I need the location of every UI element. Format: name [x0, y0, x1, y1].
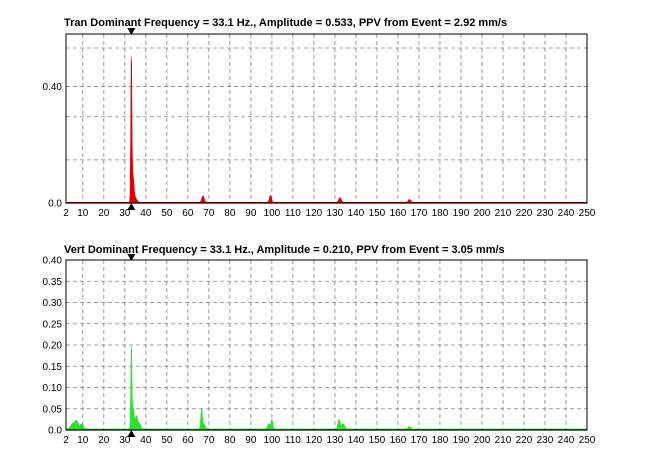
tran-x-tick-label: 220: [516, 208, 533, 219]
vert-y-tick-label: 0.35: [43, 277, 63, 288]
vert-axes: [65, 259, 588, 431]
tran-x-tick-labels: 2 10 20 30 40 50 60 70 80 90 100 110 120 130 140 150 160…: [63, 208, 596, 219]
vert-y-tick-label: 0.40: [43, 256, 63, 267]
vert-y-tick-label: 0.15: [43, 362, 63, 373]
vert-x-tick-label: 160: [390, 435, 407, 446]
vert-x-tick-label: 90: [245, 435, 257, 446]
vert-x-tick-label: 40: [140, 435, 152, 446]
vert-x-tick-label: 210: [495, 435, 512, 446]
vert-x-tick-label: 50: [161, 435, 173, 446]
tran-x-tick-label: 90: [245, 208, 257, 219]
vert-x-tick-label: 170: [411, 435, 428, 446]
tran-axes: [65, 33, 588, 204]
vert-x-tick-label: 80: [224, 435, 236, 446]
vert-x-tick-label: 60: [182, 435, 194, 446]
vert-y-tick-label: 0.10: [43, 383, 63, 394]
tran-x-tick-label: 20: [98, 208, 110, 219]
vert-spectrum-area: [65, 345, 588, 431]
vert-y-tick-labels: 0.0 0.05 0.10 0.15 0.20 0.25 0.30 0.35 0.40: [43, 256, 63, 437]
tran-x-tick-label: 190: [453, 208, 470, 219]
vert-dominant-marker-top-icon: [127, 254, 136, 261]
vert-x-tick-label: 230: [537, 435, 554, 446]
vert-x-tick-label: 220: [516, 435, 533, 446]
vert-chart-title: Vert Dominant Frequency = 33.1 Hz., Ampl…: [64, 244, 505, 256]
tran-series: [65, 56, 588, 204]
vert-dominant-marker-bottom-icon: [127, 430, 136, 437]
tran-dominant-marker-top-icon: [127, 28, 136, 35]
vert-y-tick-label: 0.30: [43, 298, 63, 309]
tran-x-tick-label: 70: [203, 208, 215, 219]
tran-spectrum-area: [65, 56, 588, 204]
tran-plot-frame: [65, 33, 588, 204]
vert-x-tick-label: 150: [369, 435, 386, 446]
tran-x-tick-label: 100: [264, 208, 281, 219]
vert-series: [65, 345, 588, 431]
vert-dominant-markers: [127, 254, 136, 437]
vert-x-tick-label: 30: [119, 435, 131, 446]
tran-x-tick-label: 80: [224, 208, 236, 219]
tran-y-tick-label: 0.0: [48, 199, 62, 210]
vert-y-tick-label: 0.25: [43, 319, 63, 330]
vert-x-tick-label: 250: [579, 435, 596, 446]
vert-x-tick-label: 2: [63, 435, 69, 446]
tran-frequency-chart: Tran Dominant Frequency = 33.1 Hz., Ampl…: [43, 17, 596, 219]
tran-x-tick-label: 10: [77, 208, 89, 219]
tran-chart-title: Tran Dominant Frequency = 33.1 Hz., Ampl…: [64, 17, 507, 29]
tran-x-tick-label: 60: [182, 208, 194, 219]
tran-x-tick-label: 2: [63, 208, 69, 219]
vert-y-tick-label: 0.05: [43, 404, 63, 415]
tran-x-tick-label: 240: [558, 208, 575, 219]
tran-x-tick-label: 110: [285, 208, 301, 219]
vert-x-tick-label: 140: [348, 435, 365, 446]
tran-x-tick-label: 50: [161, 208, 173, 219]
tran-x-tick-label: 170: [411, 208, 428, 219]
tran-x-tick-label: 160: [390, 208, 407, 219]
tran-x-tick-label: 140: [348, 208, 365, 219]
vert-x-tick-label: 240: [558, 435, 575, 446]
tran-dominant-marker-bottom-icon: [127, 203, 136, 210]
vert-x-tick-label: 110: [285, 435, 301, 446]
tran-x-tick-label: 130: [327, 208, 344, 219]
vert-x-tick-label: 130: [327, 435, 344, 446]
vert-x-tick-label: 200: [474, 435, 491, 446]
vert-frequency-chart: Vert Dominant Frequency = 33.1 Hz., Ampl…: [43, 244, 596, 446]
tran-x-tick-label: 120: [306, 208, 323, 219]
tran-y-tick-label: 0.40: [43, 82, 63, 93]
vert-grid: [66, 260, 587, 430]
vert-y-tick-label: 0.20: [43, 341, 63, 352]
tran-x-tick-label: 210: [495, 208, 512, 219]
vert-x-tick-label: 120: [306, 435, 323, 446]
tran-x-tick-label: 30: [119, 208, 131, 219]
tran-dominant-markers: [127, 28, 136, 210]
tran-y-tick-labels: 0.0 0.40: [43, 82, 63, 210]
vert-x-tick-label: 190: [453, 435, 470, 446]
vert-x-tick-label: 10: [77, 435, 89, 446]
vert-x-tick-label: 180: [432, 435, 449, 446]
vert-x-tick-labels: 2 10 20 30 40 50 60 70 80 90 100 110 120 130 140 150 160…: [63, 435, 596, 446]
vert-y-tick-label: 0.0: [48, 426, 62, 437]
vert-x-tick-label: 100: [264, 435, 281, 446]
tran-x-tick-label: 250: [579, 208, 596, 219]
vert-x-tick-label: 20: [98, 435, 110, 446]
tran-x-tick-label: 180: [432, 208, 449, 219]
tran-grid: [66, 34, 587, 203]
tran-x-tick-label: 150: [369, 208, 386, 219]
tran-x-tick-label: 40: [140, 208, 152, 219]
tran-x-tick-label: 230: [537, 208, 554, 219]
tran-x-tick-label: 200: [474, 208, 491, 219]
vert-x-tick-label: 70: [203, 435, 215, 446]
